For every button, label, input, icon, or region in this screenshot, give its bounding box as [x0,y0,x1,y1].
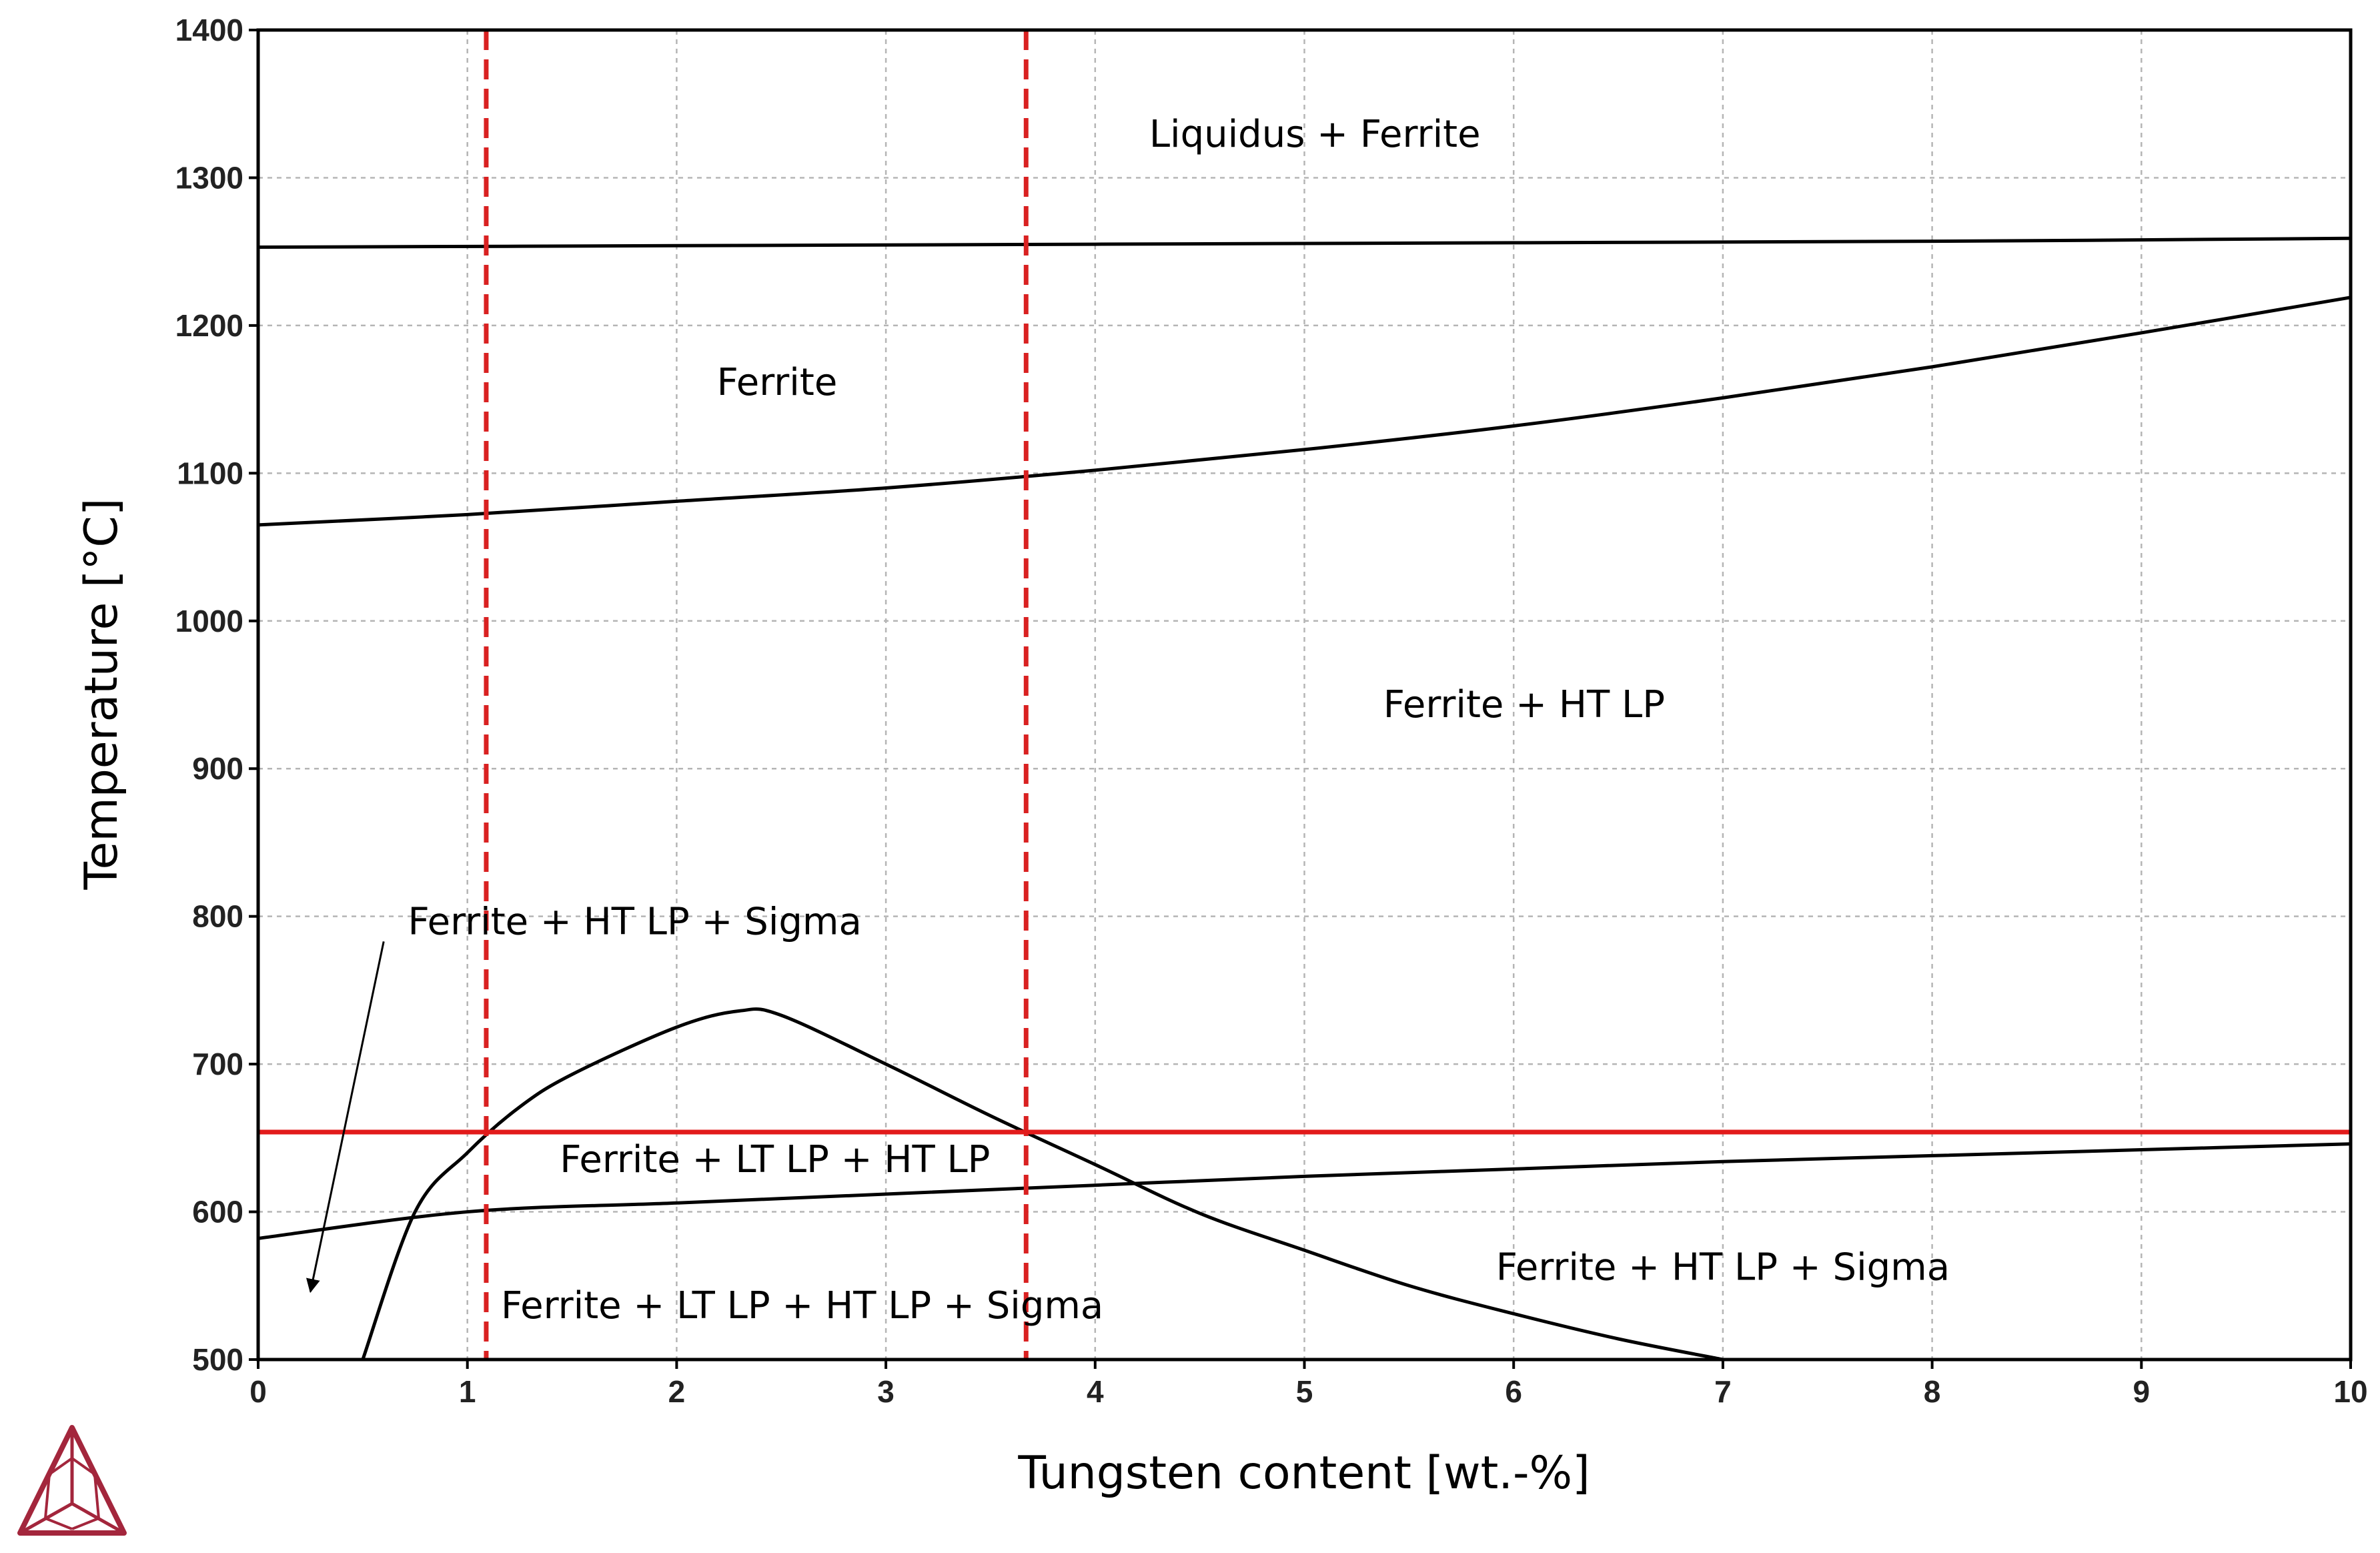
y-axis-title: Temperature [°C] [75,498,128,891]
thermo-calc-logo-icon [17,1425,127,1536]
x-axis-ticks: 0 1 2 3 4 5 6 7 8 9 10 [249,1360,2368,1409]
phase-boundaries [257,236,2351,1362]
region-label: Ferrite + HT LP + Sigma [1496,1245,1950,1289]
region-labels: Liquidus + Ferrite Ferrite Ferrite + HT LP… [408,113,1950,1328]
y-tick-label: 1300 [175,160,243,195]
x-tick-label: 9 [2133,1374,2151,1409]
y-tick-label: 1400 [175,13,243,47]
x-tick-label: 5 [1296,1374,1313,1409]
x-tick-label: 10 [2333,1374,2367,1409]
region-label: Ferrite + LT LP + HT LP [560,1138,990,1181]
x-tick-label: 3 [877,1374,895,1409]
region-label: Ferrite + LT LP + HT LP + Sigma [501,1284,1103,1328]
annotation-arrow [306,941,385,1293]
region-label: Liquidus + Ferrite [1149,113,1481,156]
y-tick-label: 1100 [177,456,243,490]
region-label: Ferrite [717,361,838,404]
y-axis-ticks: 500 600 700 800 900 1000 1100 1200 1300 1400 [175,13,258,1377]
series-line-ferrite-lt-lp-ht-lp-lower-boundary [257,1142,2351,1240]
x-tick-label: 4 [1087,1374,1104,1409]
series-line-ferrite-ferrite-ht-lp-boundary [257,296,2351,527]
y-tick-label: 900 [192,751,243,786]
region-label: Ferrite + HT LP [1383,683,1665,726]
x-tick-label: 2 [668,1374,686,1409]
series-line-sigma-solvus [361,1007,1724,1362]
y-tick-label: 1000 [175,604,243,638]
y-tick-label: 800 [192,899,243,934]
y-tick-label: 500 [192,1342,243,1377]
x-tick-label: 6 [1505,1374,1522,1409]
y-tick-label: 700 [192,1047,243,1081]
annotation-arrow-layer [306,941,385,1293]
x-tick-label: 7 [1714,1374,1732,1409]
x-tick-label: 0 [249,1374,267,1409]
series-line-liquidus-ferrite-ferrite-boundary [257,236,2351,249]
y-tick-label: 600 [192,1195,243,1229]
reference-lines [258,30,2351,1360]
x-tick-label: 8 [1924,1374,1941,1409]
grid-lines [258,30,2351,1360]
y-tick-label: 1200 [175,308,243,343]
x-axis-title: Tungsten content [wt.-%] [1017,1447,1590,1500]
x-tick-label: 1 [459,1374,476,1409]
region-label: Ferrite + HT LP + Sigma [408,900,862,943]
